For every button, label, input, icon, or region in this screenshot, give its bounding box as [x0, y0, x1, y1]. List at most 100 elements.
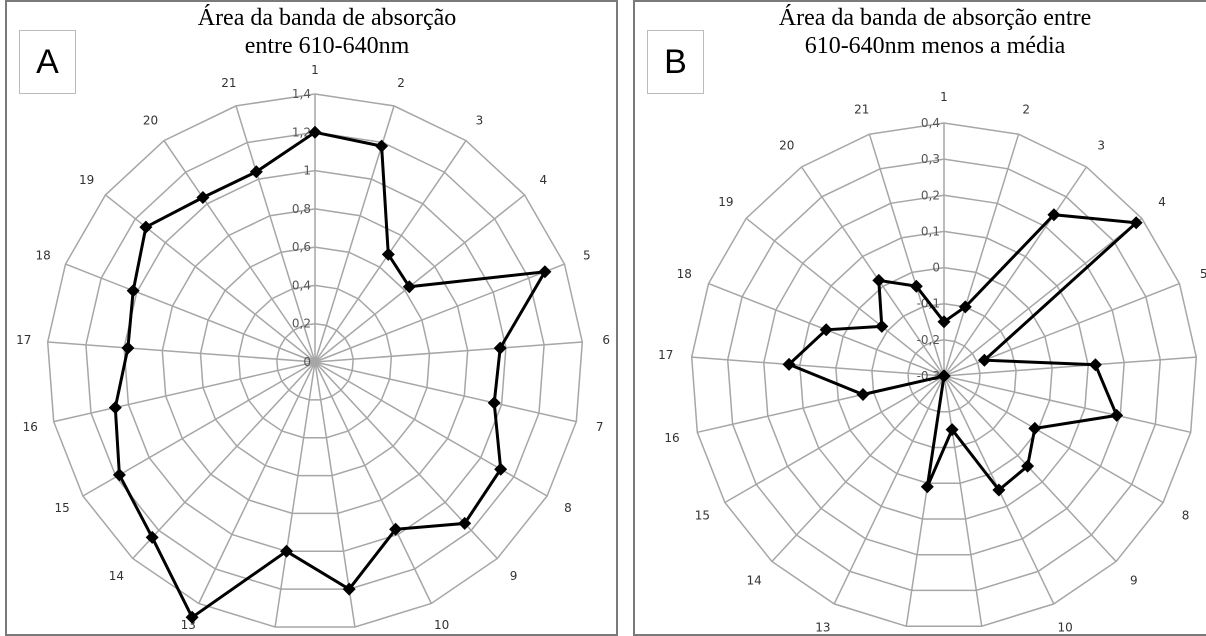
grid-ring: [690, 122, 1198, 627]
data-point-marker: [249, 165, 263, 179]
grid-ring: [85, 131, 545, 590]
panel-label-b: B: [647, 30, 704, 94]
radial-tick-label: 0,8: [292, 202, 311, 216]
category-label: 18: [36, 248, 51, 262]
category-label: 5: [1200, 267, 1206, 281]
grid-spoke: [198, 361, 316, 604]
radial-tick-label: 0: [303, 355, 311, 369]
grid-ring: [46, 93, 584, 628]
data-point-marker: [389, 522, 403, 536]
grid-spoke: [314, 194, 525, 363]
category-label: 8: [564, 501, 572, 515]
grid-spoke: [943, 356, 1197, 377]
data-point-marker: [112, 468, 126, 482]
radial-tick-label: 1,2: [292, 125, 311, 139]
data-point-marker: [185, 610, 199, 624]
data-point-marker: [1028, 421, 1042, 435]
grid-spoke: [771, 375, 945, 563]
data-point-marker: [937, 369, 951, 383]
data-point-marker: [875, 319, 889, 333]
grid-ring: [835, 266, 1053, 484]
data-point-marker: [375, 139, 389, 153]
grid-spoke: [47, 341, 316, 363]
category-label: 1: [311, 63, 319, 77]
grid-spoke: [868, 133, 945, 377]
category-label: 15: [695, 509, 710, 523]
radial-tick-label: 0,3: [921, 152, 940, 166]
grid-ring: [763, 194, 1125, 556]
panel-label-a: A: [19, 30, 76, 94]
data-point-marker: [819, 323, 833, 337]
chart-title-a-line-1: Área da banda de absorção: [197, 5, 457, 31]
category-label: 21: [854, 102, 869, 116]
radial-tick-label: 0,4: [292, 278, 311, 292]
grid-spoke: [314, 341, 583, 363]
data-point-marker: [494, 462, 508, 476]
category-label: 4: [539, 173, 547, 187]
grid-spoke: [105, 194, 316, 363]
data-point-marker: [280, 544, 293, 558]
radial-tick-label: 0,4: [921, 116, 940, 130]
data-point-marker: [458, 516, 472, 530]
grid-spoke: [314, 361, 548, 497]
category-label: 13: [815, 620, 830, 634]
series-line: [113, 130, 548, 620]
data-point-marker: [958, 300, 972, 314]
data-point-marker: [872, 273, 886, 287]
category-label: 18: [677, 267, 692, 281]
radial-tick-label: -0,2: [917, 333, 940, 347]
grid-spoke: [943, 375, 1164, 504]
data-point-marker: [1021, 459, 1035, 473]
data-point-marker: [108, 401, 122, 415]
data-point-marker: [977, 353, 991, 367]
grid-spoke: [314, 263, 565, 363]
grid-ring: [237, 284, 393, 439]
grid-spoke: [314, 361, 356, 628]
data-point-marker: [856, 388, 870, 401]
category-label: 17: [16, 333, 31, 347]
radial-tick-label: 1,4: [292, 87, 311, 101]
chart-title-b-line-1: Área da banda de absorção entre: [778, 5, 1092, 31]
data-point-marker: [992, 483, 1006, 497]
category-label: 15: [54, 501, 69, 515]
radial-tick-label: 1: [303, 164, 311, 178]
grid-spoke: [943, 375, 1191, 434]
category-label: 3: [476, 114, 484, 128]
data-point-marker: [308, 125, 322, 139]
grid-ring: [123, 169, 507, 553]
grid-ring: [161, 208, 469, 515]
radial-tick-label: 0,2: [292, 317, 311, 331]
grid-spoke: [314, 361, 432, 604]
grid-ring: [907, 339, 981, 413]
grid-spoke: [235, 105, 316, 363]
data-point-marker: [945, 423, 959, 437]
category-label: 4: [1158, 195, 1166, 209]
category-label: 9: [1130, 574, 1138, 588]
category-label: 3: [1097, 139, 1105, 153]
data-point-marker: [196, 191, 210, 204]
category-label: 20: [779, 139, 794, 153]
category-label: 6: [602, 333, 610, 347]
grid-spoke: [53, 361, 316, 423]
category-label: 14: [109, 569, 124, 583]
radial-tick-label: 0,1: [921, 224, 940, 238]
grid-spoke: [800, 166, 945, 377]
data-point-marker: [493, 341, 507, 355]
grid-ring: [799, 230, 1089, 520]
data-point-marker: [1047, 208, 1061, 222]
category-label: 9: [510, 569, 518, 583]
category-label: 20: [143, 114, 158, 128]
data-point-marker: [1129, 216, 1143, 230]
grid-ring: [726, 158, 1162, 592]
data-point-marker: [782, 357, 796, 371]
grid-spoke: [132, 361, 316, 560]
grid-spoke: [745, 217, 945, 377]
grid-spoke: [314, 361, 577, 423]
grid-spoke: [691, 356, 945, 377]
category-label: 14: [747, 574, 762, 588]
data-point-marker: [538, 265, 552, 279]
grid-spoke: [163, 140, 316, 363]
data-point-marker: [1088, 358, 1102, 372]
data-point-marker: [126, 284, 140, 298]
category-label: 2: [397, 76, 405, 90]
